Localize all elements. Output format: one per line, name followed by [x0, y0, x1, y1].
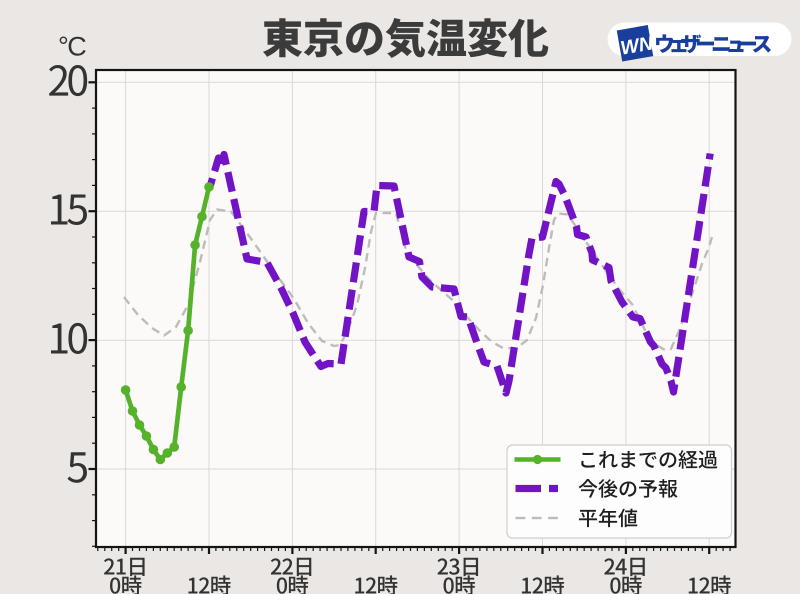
svg-text:°C: °C	[58, 32, 86, 62]
